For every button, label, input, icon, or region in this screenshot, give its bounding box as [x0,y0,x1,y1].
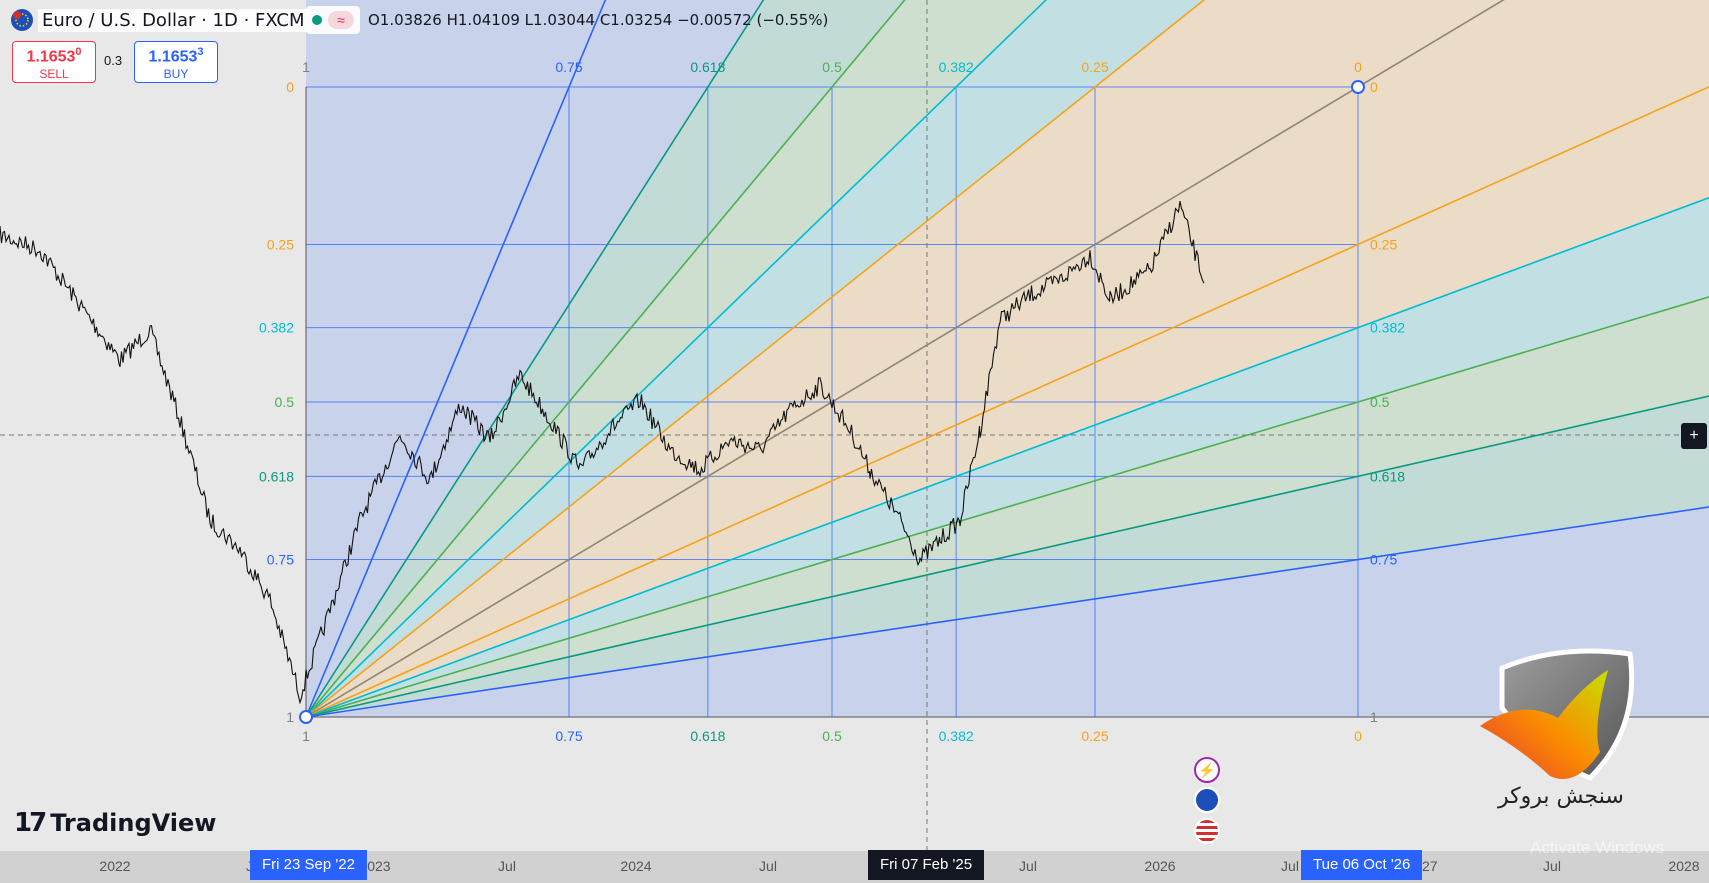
lightning-event-icon[interactable]: ⚡ [1194,757,1220,783]
fib-top-label: 0.382 [939,59,974,75]
fib-top-label: 0 [1354,59,1362,75]
time-axis-tick: 2023 [359,858,391,874]
fib-bottom-label: 0.5 [822,728,842,744]
fib-bottom-label: 0.75 [555,728,582,744]
fib-top-label: 0.25 [1081,59,1108,75]
fib-top-label: 1 [302,59,310,75]
fib-right-label: 0.618 [1370,468,1405,484]
price-line [0,200,1205,705]
fan-ray [305,0,906,718]
cursor-date-tag: Fri 07 Feb '25 [868,850,985,880]
fib-left-label: 0 [286,79,294,95]
time-axis-tick: 2022 [99,858,131,874]
buy-label: BUY [163,67,189,82]
fib-top-label: 0.618 [690,59,725,75]
start-date-tag: Fri 23 Sep '22 [250,850,367,880]
fib-left-label: 0.618 [259,468,294,484]
time-axis-tick: 2026 [1144,858,1176,874]
fan-ray [305,395,1709,718]
buy-button[interactable]: 1.16533 BUY [134,41,218,83]
sell-button[interactable]: 1.16530 SELL [12,41,96,83]
fib-right-label: 0 [1370,79,1378,95]
time-axis-tick: Jul [1543,858,1561,874]
status-dot-icon [312,15,322,25]
fan-ray [305,196,1709,718]
fib-left-label: 0.382 [259,320,294,336]
fan-ray [305,0,1505,718]
ohlc-values: O1.03826 H1.04109 L1.03044 C1.03254 −0.0… [368,11,829,29]
fib-bottom-label: 0 [1354,728,1362,744]
fan-ray [305,296,1709,718]
fib-left-label: 0.5 [275,394,295,410]
tradingview-mark-icon: 17 [14,808,47,838]
fan-ray [305,0,1206,718]
fib-top-label: 0.75 [555,59,582,75]
fib-bottom-label: 1 [302,728,310,744]
fan-anchor-start [299,710,313,724]
fib-right-label: 0.25 [1370,237,1397,253]
fan-ray [305,0,765,718]
time-axis-tick: Jul [1019,858,1037,874]
activate-windows-text: Activate Windows [1530,838,1665,857]
fib-left-label: 0.25 [267,237,294,253]
status-chip[interactable]: ≈ [306,6,360,34]
fan-ray [305,85,1709,718]
fan-anchor-end [1351,80,1365,94]
us-flag-event-icon[interactable] [1194,818,1220,844]
sell-price: 1.16530 [26,46,82,66]
time-axis-tick: Jul [1281,858,1299,874]
fib-right-label: 0.382 [1370,320,1405,336]
fib-right-label: 0.75 [1370,552,1397,568]
fib-left-label: 0.75 [267,552,294,568]
time-axis-tick: Jul [498,858,516,874]
fib-bottom-label: 0.382 [939,728,974,744]
broker-name: سنجش بروکر [1498,784,1624,809]
fib-bottom-label: 0.25 [1081,728,1108,744]
fib-top-label: 0.5 [822,59,842,75]
fib-right-label: 1 [1370,709,1378,725]
symbol-title[interactable]: Euro / U.S. Dollar · 1D · FXCM [38,9,309,32]
euro-flag-icon [11,9,33,31]
broker-logo-icon [1480,648,1635,781]
fib-right-label: 0.5 [1370,394,1390,410]
buy-price: 1.16533 [148,46,204,66]
crosshair-plus-button[interactable]: + [1681,423,1707,449]
time-axis-tick: 2028 [1668,858,1700,874]
end-date-tag: Tue 06 Oct '26 [1301,850,1423,880]
time-axis-tick: 2024 [620,858,652,874]
fan-ray [305,506,1709,718]
fib-bottom-label: 0.618 [690,728,725,744]
tradingview-wordmark: TradingView [50,809,217,837]
sell-label: SELL [39,67,69,82]
time-axis-tick: Jul [759,858,777,874]
fib-left-label: 1 [286,709,294,725]
wave-icon: ≈ [328,11,354,29]
eu-flag-event-icon[interactable] [1194,787,1220,813]
spread-value: 0.3 [104,53,123,68]
tradingview-logo[interactable]: 17 TradingView [14,808,216,838]
fan-ray [305,0,607,718]
fan-ray [305,0,1048,718]
